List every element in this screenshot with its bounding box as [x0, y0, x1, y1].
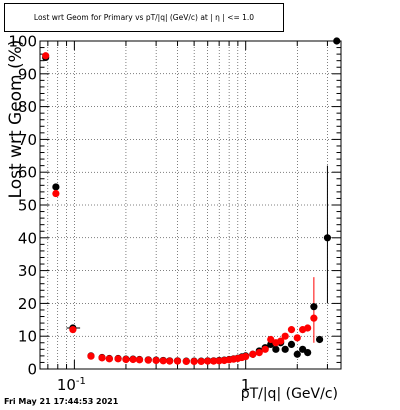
data-point-black	[272, 345, 280, 353]
y-axis-title: Lost wrt Geom (%)	[6, 39, 26, 199]
grid	[40, 41, 341, 369]
data-point-black	[304, 349, 312, 357]
y-tick-label: 0	[27, 361, 37, 379]
data-point-red	[204, 357, 212, 365]
data-point-black	[287, 340, 296, 348]
y-tick-label: 70	[18, 131, 37, 149]
data-point-red	[159, 357, 167, 365]
data-point-red	[281, 332, 289, 340]
data-point-black	[52, 183, 60, 191]
y-tick-label: 10	[18, 328, 37, 346]
y-tick-label: 90	[18, 65, 37, 83]
data-point-red	[69, 326, 77, 334]
y-tick-label: 80	[18, 98, 37, 116]
data-point-red	[87, 352, 95, 360]
y-tick-label: 60	[18, 164, 37, 182]
y-tick-label: 40	[18, 229, 37, 247]
data-points	[42, 37, 341, 366]
data-point-black	[333, 37, 341, 45]
data-point-red	[129, 355, 137, 364]
data-point-red	[144, 356, 152, 364]
timestamp: Fri May 21 17:44:53 2021	[4, 397, 119, 406]
data-point-red	[152, 356, 160, 365]
data-point-red	[267, 335, 275, 344]
y-tick-label: 30	[18, 262, 37, 280]
data-point-red	[310, 314, 318, 322]
x-tick-label: 10-1	[57, 376, 86, 394]
x-tick-label: 1	[241, 376, 251, 394]
y-tick-label: 20	[18, 295, 37, 313]
data-point-red	[261, 345, 269, 353]
data-point-red	[215, 357, 223, 365]
data-point-red	[242, 352, 250, 361]
data-point-red	[122, 355, 130, 364]
y-tick-label: 50	[18, 197, 37, 215]
x-axis-title: pT/|q| (GeV/c)	[240, 386, 338, 402]
chart-title: Lost wrt Geom for Primary vs pT/|q| (GeV…	[4, 3, 284, 32]
data-point-black	[310, 303, 318, 311]
axes: 0 10 20 30 40 50 60 70 80 90 100 10-1 1	[8, 33, 341, 394]
data-point-black	[293, 350, 301, 358]
data-point-red	[190, 357, 198, 366]
data-point-red	[135, 356, 144, 364]
data-point-red	[42, 52, 50, 60]
data-point-red	[166, 357, 174, 365]
data-point-red	[197, 357, 205, 366]
data-point-red	[173, 357, 182, 365]
data-point-red	[293, 334, 301, 342]
data-point-red	[52, 189, 60, 198]
data-point-red	[182, 357, 190, 366]
data-point-red	[304, 324, 312, 332]
data-point-black	[323, 234, 332, 242]
data-point-red	[210, 357, 218, 365]
data-point-red	[249, 350, 257, 358]
data-point-red	[277, 337, 285, 345]
y-tick-label: 100	[8, 33, 37, 51]
data-point-black	[281, 345, 289, 353]
data-point-red	[98, 354, 106, 362]
data-point-red	[105, 355, 113, 363]
data-point-red	[287, 326, 296, 334]
data-point-red	[114, 355, 122, 363]
data-point-red	[255, 349, 263, 357]
data-point-black	[315, 335, 324, 344]
